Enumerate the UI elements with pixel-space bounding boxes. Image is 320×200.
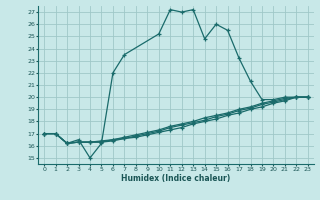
X-axis label: Humidex (Indice chaleur): Humidex (Indice chaleur) [121,174,231,183]
